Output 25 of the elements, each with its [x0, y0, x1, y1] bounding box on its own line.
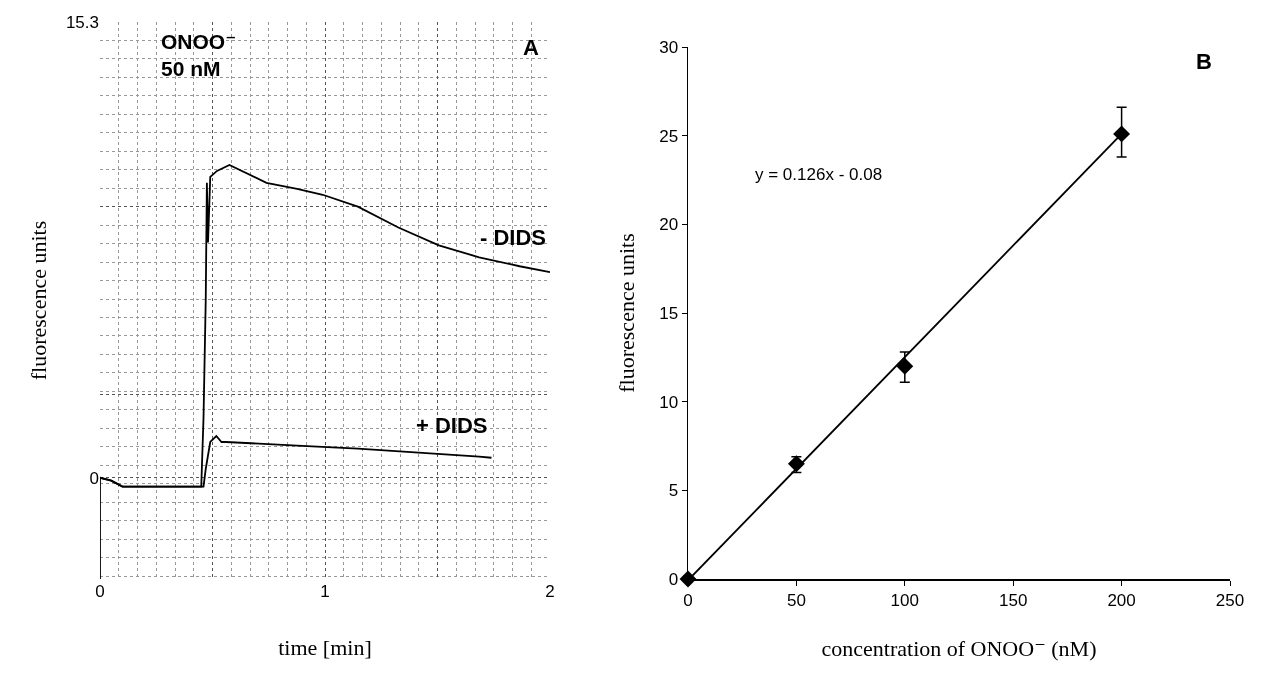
y-tick-label: 5 [668, 481, 679, 501]
y-axis-title: fluorescence units [26, 220, 51, 381]
annotation: y = 0.126x - 0.08 [755, 165, 883, 184]
x-tick-label: 1 [320, 582, 330, 601]
x-tick-label: 0 [683, 590, 693, 610]
y-tick-label: 15 [659, 303, 679, 323]
annotation: B [1196, 49, 1212, 74]
x-tick-label: 200 [1107, 590, 1136, 610]
series-label: + DIDS [416, 413, 488, 438]
x-tick-label: 50 [786, 590, 806, 610]
x-tick-label: 100 [890, 590, 919, 610]
x-axis-title: time [min] [278, 635, 372, 660]
x-tick-label: 2 [545, 582, 555, 601]
annotation: A [523, 35, 539, 60]
annotation: ONOO⁻ 50 nM [161, 30, 237, 81]
x-tick-label: 250 [1215, 590, 1245, 610]
y-axis-title: fluorescence units [613, 233, 639, 393]
y-tick-label: 15.3 [65, 12, 99, 32]
y-tick-label: 10 [659, 392, 679, 412]
y-tick-label: 30 [659, 37, 679, 57]
y-tick-label: 20 [659, 215, 679, 235]
x-tick-label: 150 [999, 590, 1028, 610]
y-tick-label: 25 [659, 126, 679, 146]
series-label: - DIDS [480, 225, 546, 250]
x-axis-title: concentration of ONOO⁻ (nM) [821, 635, 1097, 661]
